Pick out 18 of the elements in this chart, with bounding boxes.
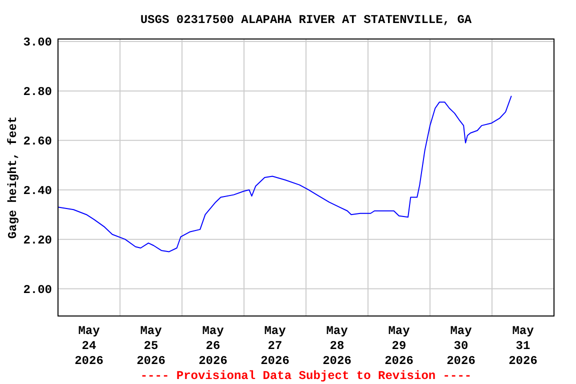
x-tick-label: May 30 2026 (446, 324, 476, 368)
y-tick-label: 2.40 (23, 184, 52, 198)
chart-title: USGS 02317500 ALAPAHA RIVER AT STATENVILLE, GA (140, 13, 472, 27)
y-axis-title: Gage height, feet (6, 116, 20, 239)
x-tick-label: May 31 2026 (508, 324, 538, 368)
x-tick-label: May 27 2026 (260, 324, 290, 368)
x-tick-label: May 29 2026 (384, 324, 414, 368)
x-tick-label: May 24 2026 (74, 324, 104, 368)
x-tick-label: May 28 2026 (322, 324, 352, 368)
x-tick-label: May 25 2026 (136, 324, 166, 368)
line-series (58, 95, 512, 252)
y-tick-label: 2.00 (23, 282, 52, 297)
x-tick-label: May 26 2026 (198, 324, 228, 368)
y-tick-label: 2.20 (23, 233, 52, 248)
y-tick-label: 2.80 (23, 84, 52, 99)
y-tick-label: 2.60 (23, 134, 52, 148)
text: ---- Provisional Data Subject to Revision ---- (140, 369, 472, 383)
y-tick-label: 3.00 (23, 35, 52, 50)
